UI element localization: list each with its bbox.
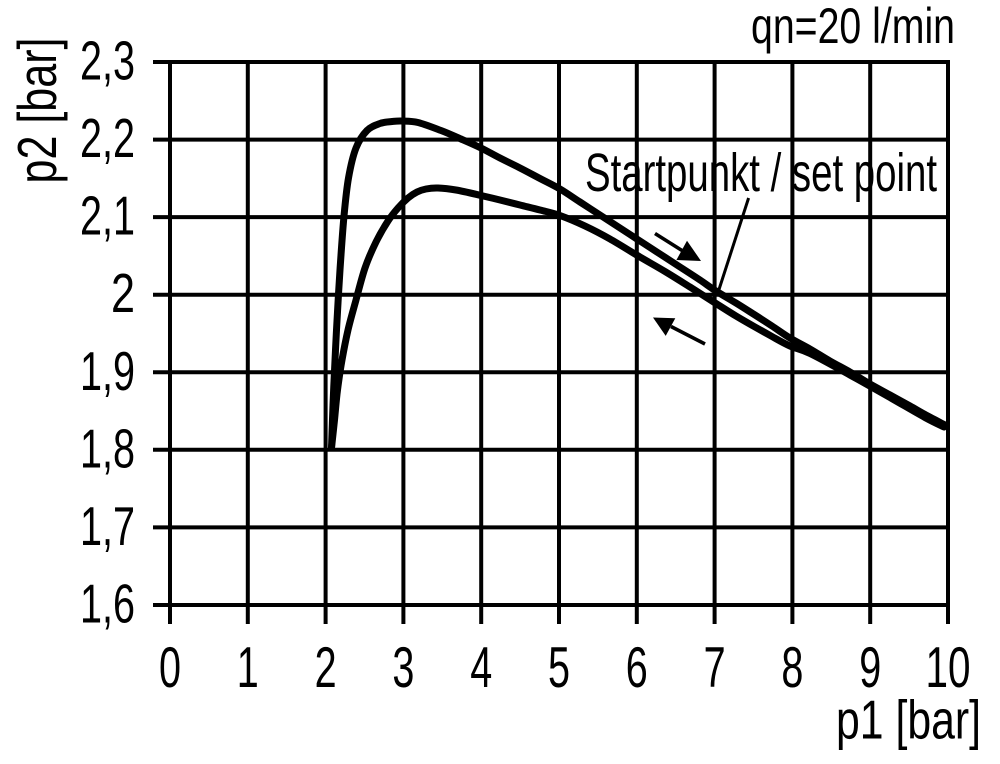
svg-text:2: 2 — [315, 636, 337, 700]
svg-text:qn=20 l/min: qn=20 l/min — [751, 0, 955, 54]
svg-text:7: 7 — [704, 636, 726, 700]
svg-text:p1 [bar]: p1 [bar] — [836, 689, 981, 751]
svg-text:3: 3 — [392, 636, 414, 700]
svg-text:9: 9 — [859, 636, 881, 700]
svg-text:2,2: 2,2 — [80, 107, 135, 169]
svg-text:2,3: 2,3 — [80, 30, 135, 92]
svg-text:2: 2 — [111, 262, 135, 324]
svg-text:Startpunkt / set point: Startpunkt / set point — [585, 143, 937, 203]
svg-text:p2 [bar]: p2 [bar] — [6, 38, 68, 184]
svg-text:1,8: 1,8 — [80, 417, 135, 479]
svg-text:8: 8 — [781, 636, 803, 700]
svg-text:10: 10 — [926, 636, 971, 700]
svg-text:1,7: 1,7 — [80, 495, 135, 557]
svg-text:5: 5 — [548, 636, 570, 700]
svg-text:0: 0 — [159, 636, 181, 700]
svg-text:6: 6 — [626, 636, 648, 700]
svg-text:1: 1 — [237, 636, 259, 700]
svg-text:1,6: 1,6 — [80, 573, 135, 635]
svg-text:1,9: 1,9 — [80, 340, 135, 402]
svg-text:4: 4 — [470, 636, 492, 700]
svg-text:2,1: 2,1 — [80, 185, 135, 247]
